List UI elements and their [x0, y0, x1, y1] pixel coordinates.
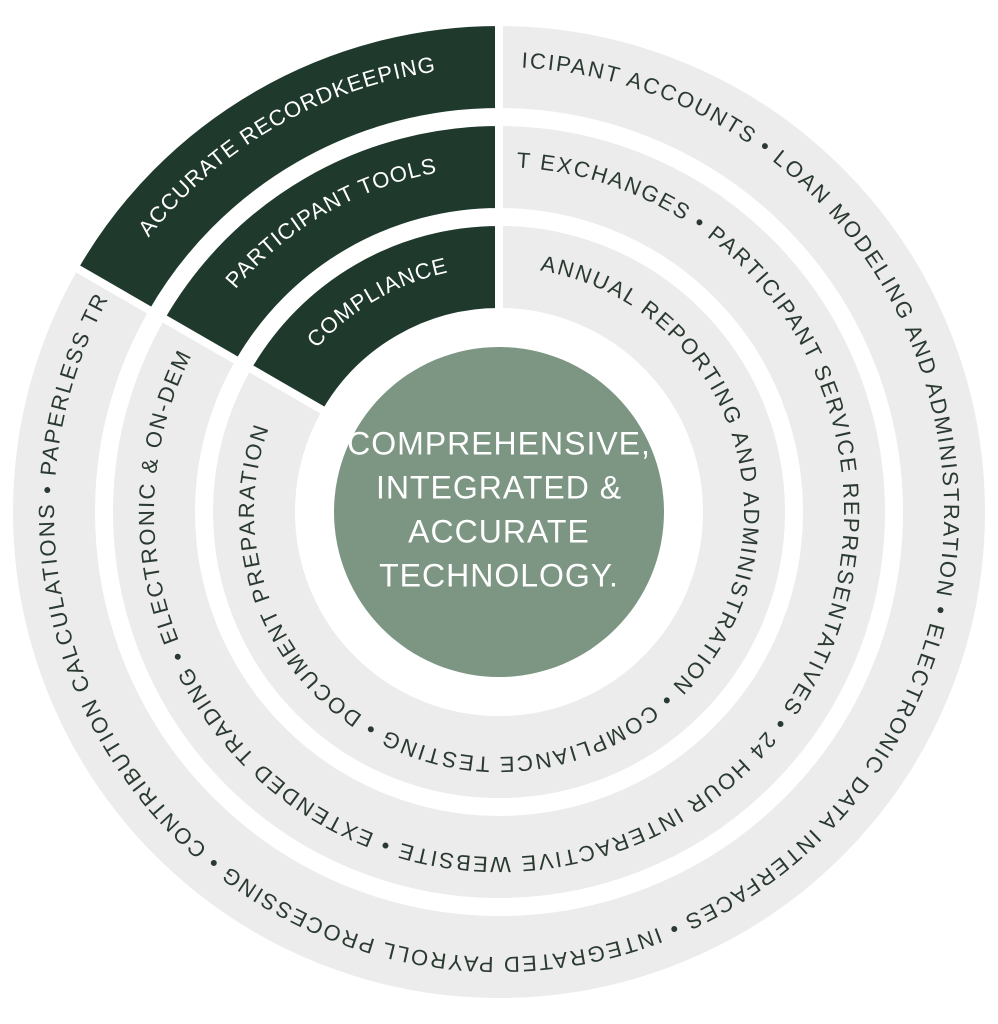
- center-text-line: TECHNOLOGY.: [379, 557, 619, 593]
- center-text-line: ACCURATE: [408, 513, 590, 549]
- center-text-line: INTEGRATED &: [376, 469, 622, 505]
- center-text-line: COMPREHENSIVE,: [347, 425, 651, 461]
